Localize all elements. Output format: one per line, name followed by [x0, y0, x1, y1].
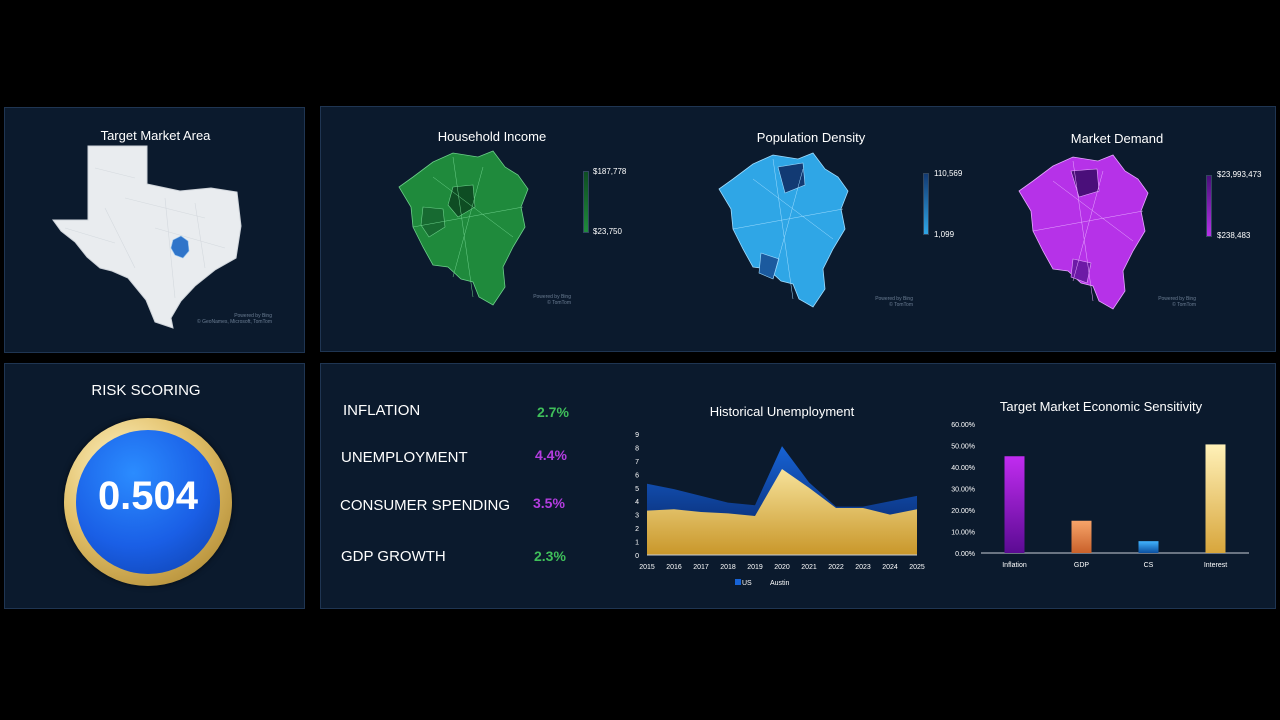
sensitivity-bar-chart[interactable]: 0.00% 10.00% 20.00% 30.00% 40.00% 50.00% 60.00… — [941, 419, 1261, 579]
x-tick-label: 2025 — [909, 564, 925, 571]
y-tick-label: 7 — [635, 459, 639, 466]
population-density-legend-max: 110,569 — [934, 169, 963, 178]
population-density-map[interactable] — [713, 149, 863, 309]
y-tick-label: 6 — [635, 472, 639, 479]
kpi-unemployment-label: UNEMPLOYMENT — [341, 449, 468, 466]
bar-cs — [1138, 541, 1159, 553]
x-tick-label: 2023 — [855, 564, 871, 571]
credit-line: © TomTom — [1172, 302, 1196, 308]
x-tick-label: 2024 — [882, 564, 898, 571]
y-tick-label: 8 — [635, 445, 639, 452]
x-tick-label: 2017 — [693, 564, 709, 571]
unemployment-area-chart[interactable]: 0 1 2 3 4 5 6 7 8 9 2015 2016 2017 2018 2019 2020 2021 20… — [611, 422, 931, 602]
market-demand-map[interactable] — [1013, 151, 1163, 311]
y-tick-label: 9 — [635, 432, 639, 439]
risk-score-value: 0.504 — [97, 474, 199, 518]
y-tick-label: 0.00% — [955, 551, 975, 558]
population-density-title: Population Density — [756, 130, 866, 145]
maps-panel: Household Income $187,778 $23,750 Powere… — [320, 106, 1276, 352]
x-tick-label: CS — [1144, 562, 1154, 569]
y-tick-label: 2 — [635, 526, 639, 533]
legend-label-us: US — [742, 580, 752, 587]
kpi-consumer-spending-label: CONSUMER SPENDING — [340, 497, 511, 514]
target-market-title: Target Market Area — [100, 128, 211, 143]
y-tick-label: 5 — [635, 486, 639, 493]
market-demand-legend-min: $238,483 — [1217, 231, 1251, 240]
sensitivity-chart-title: Target Market Economic Sensitivity — [999, 399, 1203, 414]
kpi-gdp-growth-value: 2.3% — [534, 548, 566, 564]
credit-line: Powered by Bing — [533, 294, 571, 300]
x-tick-label: GDP — [1074, 562, 1090, 569]
population-density-legend-bar — [923, 173, 929, 235]
y-tick-label: 50.00% — [951, 444, 975, 451]
bar-interest — [1205, 444, 1226, 553]
risk-scoring-title: RISK SCORING — [91, 382, 201, 399]
population-density-legend-min: 1,099 — [934, 230, 955, 239]
unemployment-chart-title: Historical Unemployment — [709, 404, 855, 419]
y-tick-label: 40.00% — [951, 465, 975, 472]
x-tick-label: 2019 — [747, 564, 763, 571]
target-market-panel: Target Market Area Powered by Bing © Geo… — [4, 107, 305, 353]
household-income-map[interactable] — [393, 147, 543, 307]
y-tick-label: 1 — [635, 540, 639, 547]
household-income-legend-min: $23,750 — [593, 227, 622, 236]
area-series-austin — [647, 468, 917, 555]
x-tick-label: 2016 — [666, 564, 682, 571]
x-tick-label: 2015 — [639, 564, 655, 571]
market-demand-legend-max: $23,993,473 — [1217, 170, 1262, 179]
population-density-credit: Powered by Bing © TomTom — [863, 296, 913, 308]
y-tick-label: 60.00% — [951, 422, 975, 429]
x-tick-label: 2022 — [828, 564, 844, 571]
x-tick-label: 2018 — [720, 564, 736, 571]
texas-map-icon[interactable] — [5, 108, 306, 354]
household-income-credit: Powered by Bing © TomTom — [521, 294, 571, 306]
x-tick-label: 2020 — [774, 564, 790, 571]
legend-label-austin: Austin — [770, 580, 790, 587]
x-tick-label: Interest — [1204, 562, 1227, 569]
legend-swatch-us — [735, 579, 741, 585]
y-tick-label: 0 — [635, 553, 639, 560]
market-demand-credit: Powered by Bing © TomTom — [1146, 296, 1196, 308]
household-income-legend-bar — [583, 171, 589, 233]
legend-swatch-austin — [763, 579, 769, 585]
target-market-credit: Powered by Bing © GeoNames, Microsoft, T… — [197, 313, 272, 325]
y-tick-label: 3 — [635, 513, 639, 520]
kpi-unemployment-value: 4.4% — [535, 447, 567, 463]
kpi-inflation-label: INFLATION — [343, 402, 421, 419]
credit-line: Powered by Bing — [234, 313, 272, 319]
market-demand-title: Market Demand — [1070, 131, 1164, 146]
risk-score-disc — [76, 430, 220, 574]
credit-line: © TomTom — [547, 300, 571, 306]
x-tick-label: 2021 — [801, 564, 817, 571]
kpi-gdp-growth-label: GDP GROWTH — [341, 548, 446, 565]
kpi-inflation-value: 2.7% — [537, 404, 569, 420]
bar-gdp — [1071, 520, 1092, 553]
bar-inflation — [1004, 456, 1025, 553]
credit-line: Powered by Bing — [1158, 296, 1196, 302]
credit-line: Powered by Bing — [875, 296, 913, 302]
market-demand-legend-bar — [1206, 175, 1212, 237]
household-income-legend-max: $187,778 — [593, 167, 627, 176]
credit-line: © TomTom — [889, 302, 913, 308]
kpi-consumer-spending-value: 3.5% — [533, 495, 565, 511]
risk-scoring-panel: RISK SCORING 0.504 — [4, 363, 305, 609]
y-tick-label: 4 — [635, 499, 639, 506]
credit-line: © GeoNames, Microsoft, TomTom — [197, 319, 272, 325]
economics-panel: INFLATION 2.7% UNEMPLOYMENT 4.4% CONSUME… — [320, 363, 1276, 609]
y-tick-label: 10.00% — [951, 530, 975, 537]
risk-score-gauge[interactable]: 0.504 — [64, 418, 232, 586]
y-tick-label: 20.00% — [951, 508, 975, 515]
household-income-title: Household Income — [437, 129, 547, 144]
y-tick-label: 30.00% — [951, 487, 975, 494]
x-tick-label: Inflation — [1002, 562, 1027, 569]
